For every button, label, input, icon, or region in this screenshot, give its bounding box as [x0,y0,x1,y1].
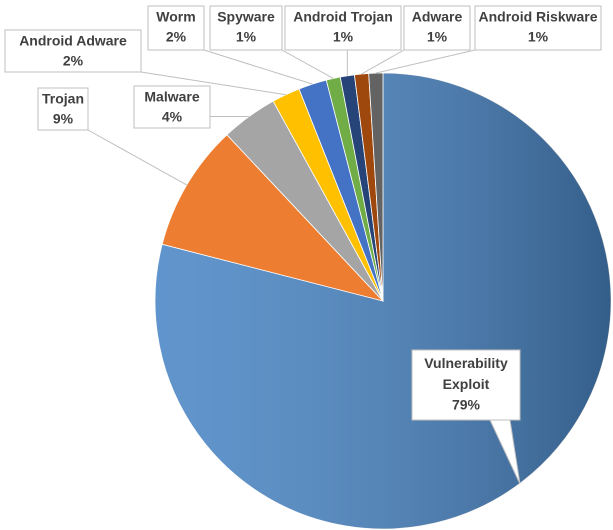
leader-line [87,129,187,186]
slice-label: Spyware [217,9,275,25]
leader-line [203,49,313,85]
label-box [474,5,602,51]
callout-pointer [489,419,521,485]
slice-label: Android Riskware [478,9,597,25]
pie-slice [161,134,385,302]
leader-line [361,49,405,75]
slice-value-label: 1% [333,29,354,45]
slice-value-label: 1% [427,29,448,45]
slice-value-label: 1% [528,29,549,45]
label-box [403,5,471,51]
label-box [284,5,402,51]
label-box [147,5,205,51]
leader-line [375,49,476,74]
label-box [133,85,211,129]
label-box [411,349,521,421]
slice-label: Worm [156,9,195,25]
slice-value-label: 4% [162,109,183,125]
label-box [209,5,283,51]
label-box [4,29,142,73]
label-box [37,87,89,131]
leader-line [140,71,286,96]
label-line: Vulnerability [424,355,508,371]
slice-value-label: 2% [63,53,84,69]
slice-value-label: 2% [166,29,187,45]
leader-line [281,49,334,79]
slice-label: Trojan [42,91,84,107]
slice-value-label: 79% [452,397,481,413]
slice-label: Vulnerability Exploit [424,355,508,392]
slice-label: Adware [412,9,463,25]
slice-value-label: 1% [236,29,257,45]
label-line: Exploit [443,376,490,392]
slice-label: Malware [144,89,199,105]
slice-label: Android Adware [19,33,127,49]
slice-label: Android Trojan [293,9,393,25]
slice-value-label: 9% [53,111,74,127]
